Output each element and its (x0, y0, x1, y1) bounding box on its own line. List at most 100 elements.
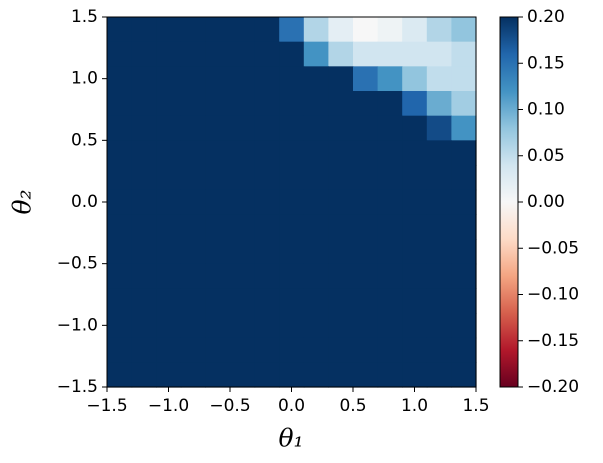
heatmap-cell (205, 189, 231, 215)
heatmap-cell (131, 91, 157, 117)
heatmap-cell (377, 66, 403, 92)
heatmap-cell (303, 115, 329, 141)
heatmap-cell (426, 41, 452, 67)
heatmap-cell (180, 66, 206, 92)
heatmap-cell (254, 214, 280, 240)
heatmap-cell (205, 362, 231, 388)
heatmap-cell (377, 239, 403, 265)
heatmap-cell (156, 362, 182, 388)
heatmap-cell (156, 313, 182, 339)
heatmap-cell (328, 288, 354, 314)
heatmap-cell (377, 288, 403, 314)
heatmap-cell (303, 91, 329, 117)
heatmap-cell (402, 91, 428, 117)
heatmap-cell (107, 239, 133, 265)
heatmap-cell (353, 362, 379, 388)
y-tick-label: −1.0 (57, 315, 98, 335)
heatmap-cell (451, 115, 477, 141)
heatmap-cell (205, 41, 231, 67)
x-tick-label: 1.5 (462, 396, 489, 416)
heatmap-cell (279, 313, 305, 339)
heatmap-cell (131, 362, 157, 388)
y-tick-label: 0.0 (71, 192, 98, 212)
heatmap-cell (426, 115, 452, 141)
heatmap-cell (254, 115, 280, 141)
heatmap-cell (402, 189, 428, 215)
heatmap-cell (328, 165, 354, 191)
y-tick-label: 0.5 (71, 130, 98, 150)
x-tick-label: −1.5 (86, 396, 127, 416)
heatmap-cell (402, 337, 428, 363)
heatmap-cell (377, 214, 403, 240)
heatmap-cell (156, 66, 182, 92)
heatmap-cell (107, 41, 133, 67)
heatmap-cell (156, 115, 182, 141)
heatmap-cell (426, 313, 452, 339)
heatmap-cell (328, 313, 354, 339)
heatmap-cell (205, 239, 231, 265)
heatmap-cell (230, 313, 256, 339)
heatmap-cell (107, 362, 133, 388)
heatmap-cell (230, 288, 256, 314)
heatmap-cell (426, 263, 452, 289)
heatmap-cell (402, 214, 428, 240)
heatmap-cell (180, 189, 206, 215)
heatmap-cell (377, 140, 403, 166)
heatmap-cell (131, 313, 157, 339)
heatmap-cell (303, 288, 329, 314)
heatmap-cell (180, 140, 206, 166)
heatmap-cell (131, 17, 157, 43)
heatmap-cell (230, 189, 256, 215)
heatmap-cell (254, 313, 280, 339)
heatmap-cell (451, 239, 477, 265)
heatmap-cell (205, 288, 231, 314)
y-tick-label: 1.0 (71, 69, 98, 89)
heatmap-cell (426, 165, 452, 191)
colorbar-tick-label: 0.05 (527, 146, 565, 166)
heatmap-cell (426, 362, 452, 388)
heatmap-cell (230, 263, 256, 289)
colorbar-tick-label: −0.05 (527, 238, 579, 258)
heatmap-cell (107, 337, 133, 363)
colorbar-tick-label: 0.00 (527, 192, 565, 212)
heatmap-cell (402, 17, 428, 43)
heatmap-cell (451, 41, 477, 67)
heatmap-cell (131, 263, 157, 289)
heatmap-cell (451, 362, 477, 388)
heatmap-cell (205, 165, 231, 191)
heatmap-cell (107, 263, 133, 289)
heatmap-cell (230, 41, 256, 67)
heatmap-cell (279, 239, 305, 265)
heatmap-cell (230, 337, 256, 363)
heatmap-cell (107, 165, 133, 191)
heatmap-cell (303, 239, 329, 265)
heatmap-cell (230, 362, 256, 388)
heatmap-cell (451, 214, 477, 240)
colorbar-tick-label: −0.15 (527, 331, 579, 351)
heatmap-cell (279, 41, 305, 67)
heatmap-cell (279, 362, 305, 388)
x-tick-label: 0.5 (339, 396, 366, 416)
heatmap-cell (156, 288, 182, 314)
heatmap-cell (180, 91, 206, 117)
y-tick-label: −0.5 (57, 254, 98, 274)
heatmap-cell (131, 288, 157, 314)
heatmap-cell (303, 165, 329, 191)
heatmap-cell (279, 189, 305, 215)
heatmap-cell (254, 239, 280, 265)
heatmap-cell (377, 362, 403, 388)
heatmap-cell (353, 288, 379, 314)
heatmap-cell (328, 140, 354, 166)
heatmap-cell (131, 66, 157, 92)
heatmap-cell (180, 41, 206, 67)
heatmap-cell (107, 66, 133, 92)
heatmap-cell (156, 91, 182, 117)
heatmap-cell (303, 140, 329, 166)
heatmap-cell (353, 115, 379, 141)
heatmap-cell (205, 313, 231, 339)
heatmap-cell (180, 115, 206, 141)
heatmap-cell (353, 17, 379, 43)
colorbar (499, 16, 519, 388)
heatmap-cell (279, 165, 305, 191)
heatmap-cell (107, 91, 133, 117)
